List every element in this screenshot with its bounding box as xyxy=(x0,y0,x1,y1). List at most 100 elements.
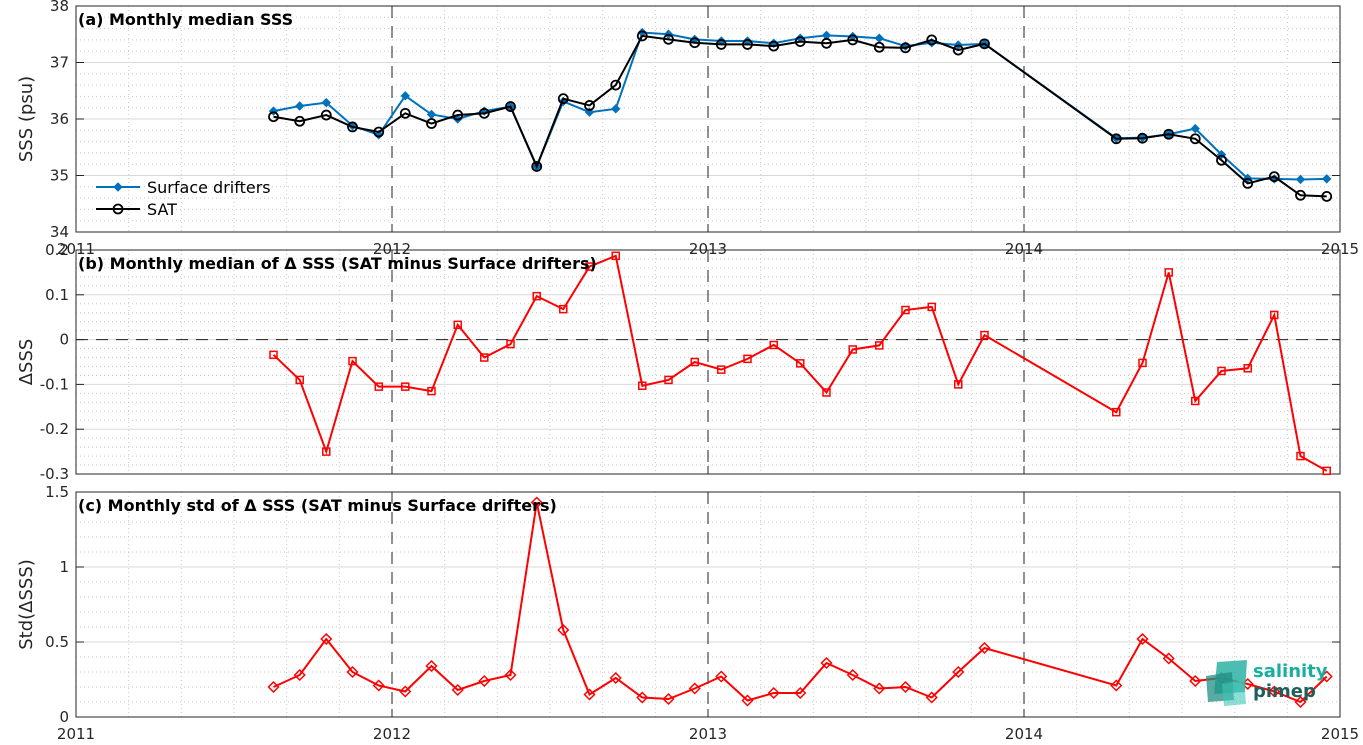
data-point xyxy=(979,38,990,50)
data-point xyxy=(1322,466,1331,476)
data-point xyxy=(952,44,964,56)
data-point xyxy=(715,670,728,683)
data-point xyxy=(609,671,622,685)
data-point xyxy=(1270,310,1279,320)
panel-c-std-delta-sss: 0 0.5 1 1.5 2011 2012 2013 2014 2015 (c) Monthly … xyxy=(16,483,1359,743)
data-point xyxy=(901,305,910,315)
data-point xyxy=(1295,174,1306,185)
y-tick-label: -0.3 xyxy=(40,465,69,483)
y-tick-label: 0 xyxy=(59,331,69,349)
data-point xyxy=(1320,670,1333,683)
logo-text-line1: salinity xyxy=(1253,661,1328,682)
data-point xyxy=(847,34,859,46)
y-tick-label: 37 xyxy=(50,54,69,72)
data-point xyxy=(559,304,568,314)
data-point xyxy=(532,291,541,301)
data-point xyxy=(294,115,306,127)
x-tick-label: 2013 xyxy=(689,240,727,258)
data-point xyxy=(399,107,411,119)
data-point xyxy=(293,668,306,682)
data-point xyxy=(1217,366,1226,376)
data-point xyxy=(664,375,673,385)
data-point xyxy=(1216,154,1227,166)
data-point xyxy=(978,641,991,655)
data-point xyxy=(820,656,833,670)
data-point xyxy=(425,659,438,673)
data-point xyxy=(320,632,333,646)
data-point xyxy=(505,101,516,112)
data-point xyxy=(453,320,462,330)
data-point xyxy=(663,33,674,45)
data-point xyxy=(980,330,989,340)
data-point xyxy=(1137,132,1148,144)
data-point xyxy=(1296,451,1305,461)
data-point xyxy=(1136,632,1149,646)
panel-title: (b) Monthly median of Δ SSS (SAT minus S… xyxy=(78,254,597,273)
data-point xyxy=(480,353,489,362)
data-point xyxy=(611,104,621,114)
data-point xyxy=(662,692,675,706)
data-point xyxy=(530,496,543,509)
y-tick-label: -0.2 xyxy=(40,420,69,438)
data-point xyxy=(873,41,885,53)
data-point xyxy=(638,381,647,390)
data-point xyxy=(269,350,278,360)
data-point xyxy=(636,691,649,704)
data-point xyxy=(688,682,701,695)
y-tick-label: 1.5 xyxy=(45,483,69,501)
data-point xyxy=(399,685,412,698)
y-tick-label: 1 xyxy=(59,558,69,576)
y-tick-label: 38 xyxy=(50,0,69,15)
data-point xyxy=(1189,674,1202,688)
data-point xyxy=(1162,652,1175,665)
logo-mark-icon xyxy=(1206,660,1247,706)
y-tick-label: 0.2 xyxy=(45,241,69,259)
data-point xyxy=(954,380,963,389)
data-point xyxy=(1268,685,1281,698)
y-tick-label: 36 xyxy=(50,110,69,128)
x-tick-label: 2014 xyxy=(1005,725,1043,743)
data-point xyxy=(1190,123,1200,134)
legend-marker xyxy=(112,203,124,215)
data-point xyxy=(689,37,701,49)
y-tick-label: -0.1 xyxy=(40,375,69,393)
data-point xyxy=(796,359,805,368)
data-point xyxy=(1268,171,1280,183)
data-point xyxy=(794,686,807,700)
y-tick-label: 35 xyxy=(50,167,69,185)
legend-label: Surface drifters xyxy=(147,178,271,197)
data-point xyxy=(585,262,594,271)
x-tick-label: 2011 xyxy=(57,240,95,258)
data-point xyxy=(927,302,936,312)
data-point xyxy=(400,91,410,101)
data-point xyxy=(874,33,884,43)
y-axis-label: Std(ΔSSS) xyxy=(16,559,37,650)
x-tick-label: 2012 xyxy=(373,725,411,743)
x-tick-label: 2011 xyxy=(57,725,95,743)
data-point xyxy=(875,341,884,350)
y-axis-label: ΔSSS xyxy=(16,339,37,386)
logo-text-line2: pimep xyxy=(1253,681,1316,702)
data-point xyxy=(295,375,304,385)
x-tick-label: 2014 xyxy=(1005,240,1043,258)
data-point xyxy=(821,37,832,49)
data-point xyxy=(504,668,517,682)
data-point xyxy=(1321,191,1333,202)
data-point xyxy=(373,126,385,138)
data-point xyxy=(427,386,436,396)
data-point xyxy=(322,447,331,456)
data-point xyxy=(715,39,727,50)
data-point xyxy=(900,42,911,54)
data-point xyxy=(925,691,938,704)
data-point xyxy=(478,674,491,688)
data-point xyxy=(1322,174,1332,184)
y-tick-label: 34 xyxy=(50,223,69,241)
y-tick-label: 0.1 xyxy=(45,286,69,304)
series-line xyxy=(273,502,1328,704)
x-tick-label: 2013 xyxy=(689,725,727,743)
data-point xyxy=(1294,695,1307,709)
data-point xyxy=(610,79,622,91)
data-point xyxy=(846,668,859,682)
data-point xyxy=(268,111,279,123)
